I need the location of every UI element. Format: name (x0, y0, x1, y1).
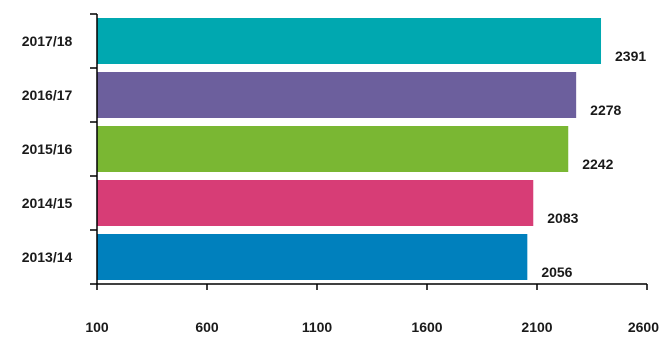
bar-2014-15 (97, 180, 534, 226)
x-tick-label-1600: 1600 (411, 319, 442, 335)
data-label-2015-16: 2242 (582, 156, 613, 172)
data-label-2014-15: 2083 (547, 210, 578, 226)
category-label-2013-14: 2013/14 (22, 249, 73, 265)
bar-2013-14 (97, 234, 528, 280)
x-tick-label-100: 100 (85, 319, 109, 335)
x-axis-ticks-group: 100 600 1100 1600 2100 2600 (85, 284, 659, 335)
category-label-2014-15: 2014/15 (22, 195, 73, 211)
bars-group (97, 18, 602, 280)
x-tick-label-600: 600 (195, 319, 219, 335)
data-label-2013-14: 2056 (541, 264, 572, 280)
category-label-2017-18: 2017/18 (22, 33, 73, 49)
x-tick-label-1100: 1100 (302, 319, 333, 335)
category-labels-group: 2017/18 2016/17 2015/16 2014/15 2013/14 (22, 33, 73, 265)
data-label-2016-17: 2278 (590, 102, 621, 118)
bar-2017-18 (97, 18, 602, 64)
x-tick-label-2100: 2100 (521, 319, 552, 335)
category-label-2016-17: 2016/17 (22, 87, 73, 103)
bar-2016-17 (97, 72, 577, 118)
data-label-2017-18: 2391 (615, 48, 646, 64)
bar-2015-16 (97, 126, 569, 172)
category-label-2015-16: 2015/16 (22, 141, 73, 157)
x-tick-label-2600: 2600 (628, 319, 659, 335)
data-labels-group: 2391 2278 2242 2083 2056 (541, 48, 646, 280)
y-axis-ticks-group (90, 13, 97, 285)
